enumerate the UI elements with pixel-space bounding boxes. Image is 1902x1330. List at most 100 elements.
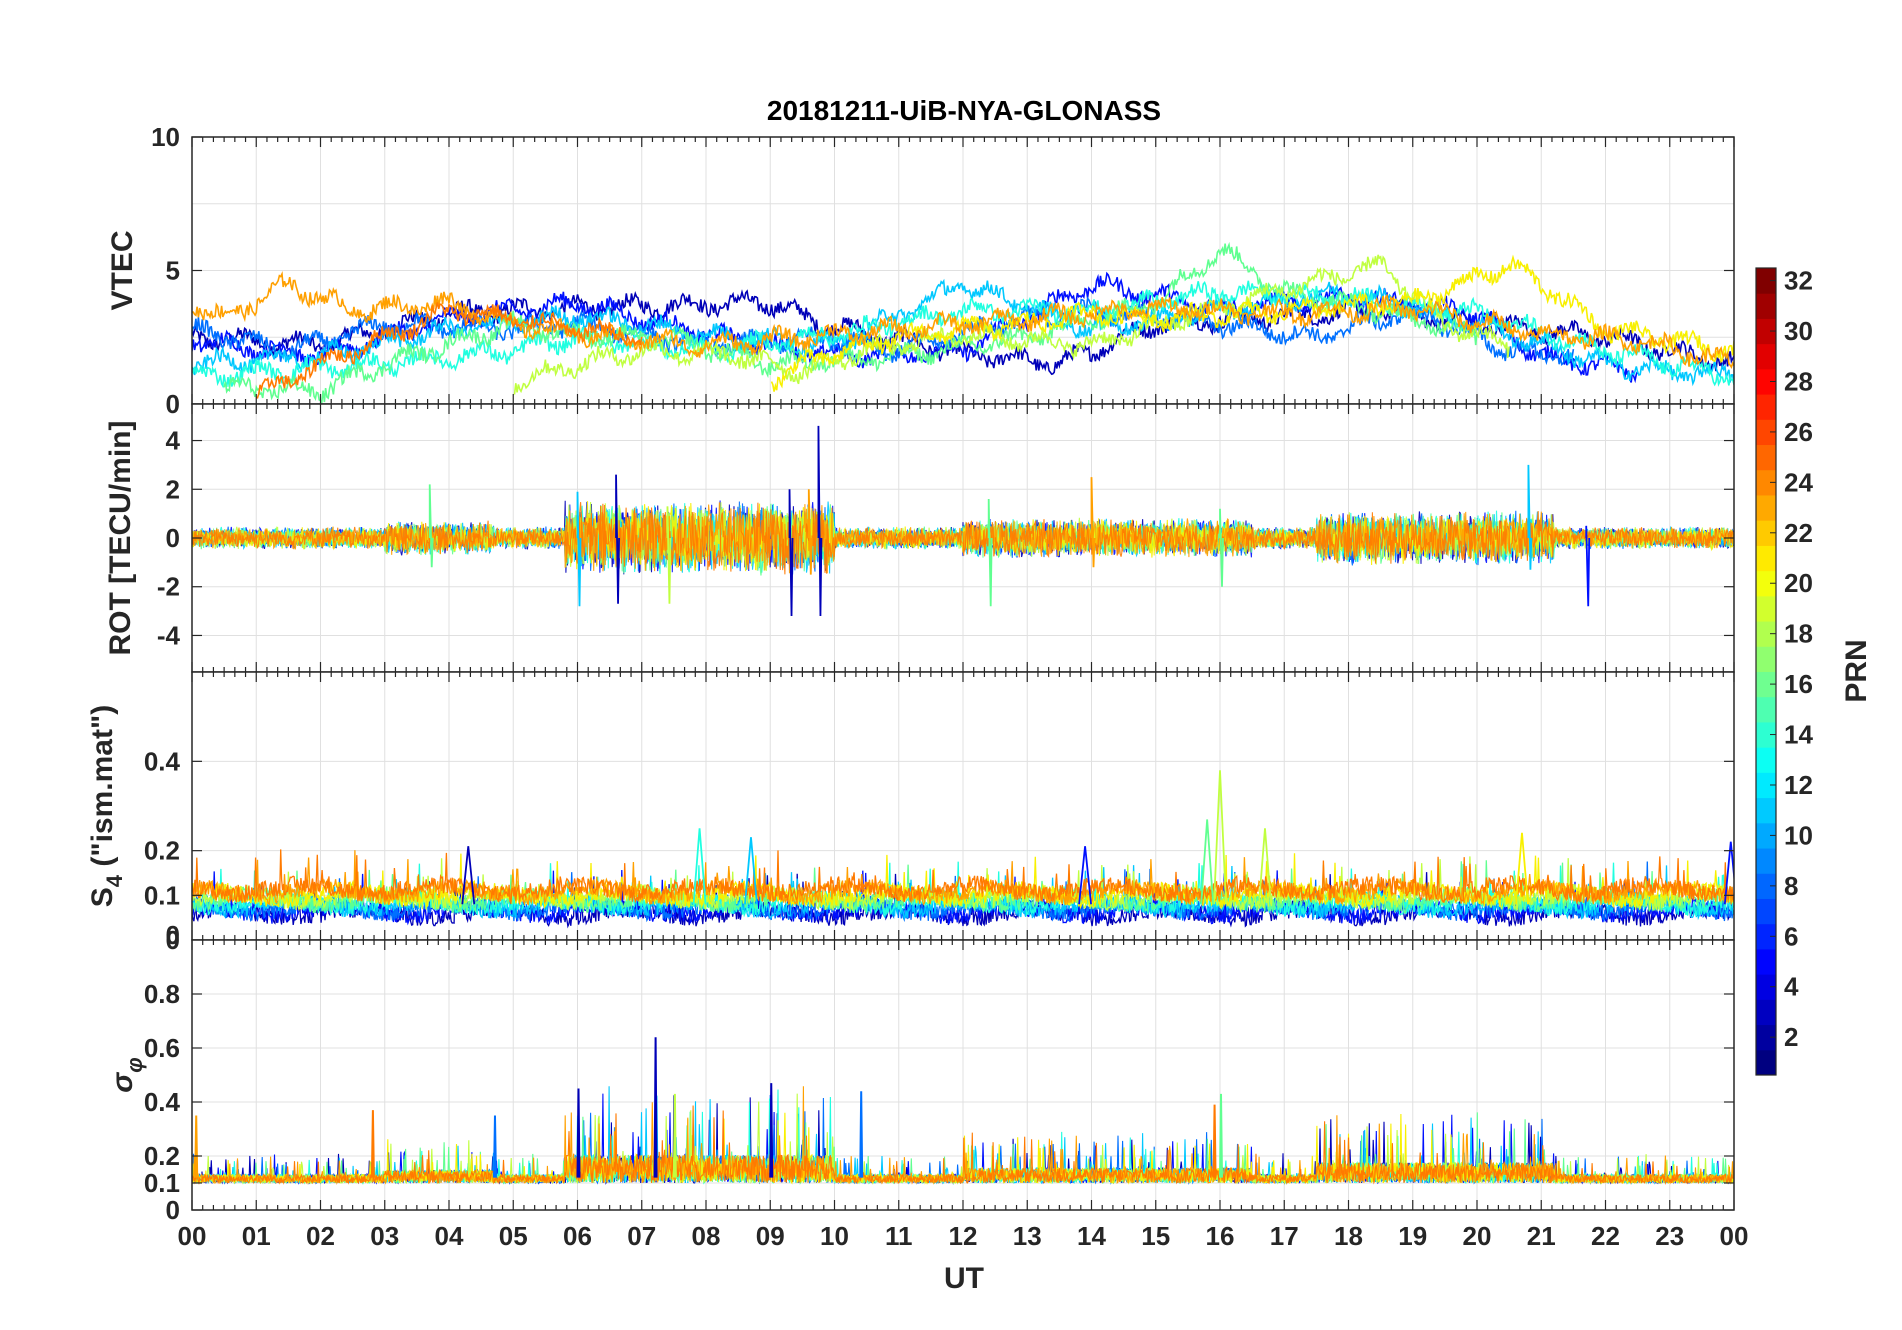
s4-series	[192, 850, 1734, 907]
colorbar-segment	[1756, 1049, 1776, 1076]
chart-title: 20181211-UiB-NYA-GLONASS	[767, 95, 1161, 126]
y-axis-label-s4: S4 ("ism.mat")	[86, 705, 127, 907]
colorbar-segment	[1756, 268, 1776, 294]
colorbar-label: PRN	[1840, 639, 1873, 702]
colorbar-segment	[1756, 923, 1776, 950]
colorbar-segment	[1756, 747, 1776, 773]
x-tick-label: 06	[563, 1221, 592, 1251]
vtec-series-prn-18	[513, 254, 1510, 395]
colorbar-tick-label: 32	[1784, 266, 1813, 296]
panel-vtec-data	[192, 241, 1734, 404]
rot-spike-1	[615, 474, 620, 604]
colorbar-segment	[1756, 999, 1776, 1026]
panel-s4-data	[192, 770, 1734, 929]
s4-spike-6	[461, 846, 476, 905]
vtec-series-prn-15	[223, 241, 1478, 404]
x-tick-label: 20	[1463, 1221, 1492, 1251]
sigma-spike-8	[492, 1115, 497, 1178]
x-tick-label: 18	[1334, 1221, 1363, 1251]
colorbar-segment	[1756, 822, 1776, 849]
x-tick-label: 13	[1013, 1221, 1042, 1251]
y-tick-label: 0	[166, 925, 180, 955]
x-tick-label: 08	[692, 1221, 721, 1251]
x-axis-label: UT	[944, 1262, 984, 1295]
colorbar-tick-label: 10	[1784, 820, 1813, 850]
panel-vtec: 0 5 10 VTEC	[106, 122, 1735, 419]
y-tick-label: 0	[166, 523, 180, 553]
panel-sigma_phi-xticks	[191, 940, 1735, 1210]
sigma-spike-2	[769, 1083, 774, 1178]
colorbar-tick-label: 26	[1784, 417, 1813, 447]
y-tick-label: 4	[166, 426, 181, 456]
colorbar-segment	[1756, 595, 1776, 622]
colorbar-segment	[1756, 444, 1776, 471]
colorbar-segment	[1756, 873, 1776, 899]
s4-spike-0	[1213, 770, 1227, 905]
s4-series	[192, 856, 1734, 913]
sigma-spike-7	[370, 1110, 375, 1178]
y-tick-label: 10	[151, 122, 180, 152]
colorbar-segment	[1756, 797, 1776, 824]
rot-spike-6	[428, 484, 434, 568]
x-tick-label: 22	[1591, 1221, 1620, 1251]
s4-spike-5	[1515, 832, 1529, 905]
colorbar-segment	[1756, 469, 1776, 496]
vtec-series-prn-20	[770, 254, 1734, 392]
rot-series	[192, 502, 1734, 574]
sigma-spike-5	[859, 1091, 864, 1178]
y-tick-label: 0.4	[144, 746, 181, 776]
colorbar-segment	[1756, 343, 1776, 370]
panel-vtec-grid	[192, 137, 1734, 404]
colorbar-segment	[1756, 621, 1776, 647]
y-axis-label-vtec: VTEC	[106, 230, 139, 310]
panel-rot-yticks: -4 -2 0 2 4	[157, 426, 1734, 650]
x-tick-label: 15	[1141, 1221, 1170, 1251]
colorbar-segment	[1756, 419, 1776, 446]
rot-spike-8	[1090, 477, 1096, 568]
colorbar-segment	[1756, 520, 1776, 546]
colorbar-segment	[1756, 948, 1776, 975]
rot-series	[192, 502, 1734, 575]
sigma-spike-3	[672, 1093, 677, 1178]
colorbar-segment	[1756, 494, 1776, 521]
y-tick-label: 5	[166, 256, 180, 286]
vtec-series-prn-13	[192, 280, 1734, 389]
panel-rot: -4 -2 0 2 4 ROT [TECU/min]	[104, 403, 1735, 673]
x-tick-label: 17	[1270, 1221, 1299, 1251]
rot-spike-7	[987, 499, 993, 607]
y-tick-label: 0.1	[144, 1168, 180, 1198]
sigma-series	[192, 1105, 1734, 1185]
x-tick-label: 23	[1655, 1221, 1684, 1251]
s4-series	[192, 849, 1734, 905]
y-tick-label: 0.8	[144, 979, 180, 1009]
sigma-spike-4	[1219, 1093, 1223, 1178]
colorbar-segment	[1756, 721, 1776, 748]
x-tick-label: 00	[178, 1221, 207, 1251]
panel-sigma_phi-yticks: 00.10.2 0.4 0.6 0.8	[144, 979, 1734, 1225]
y-tick-label: 0.2	[144, 836, 180, 866]
panel-rot-grid	[192, 404, 1734, 672]
sigma-spike-1	[576, 1088, 581, 1178]
y-tick-label-extra: 0	[166, 920, 180, 950]
colorbar-tick-label: 6	[1784, 921, 1798, 951]
colorbar-segment	[1756, 646, 1776, 672]
x-tick-label: 09	[756, 1221, 785, 1251]
s4-spike-4	[1200, 819, 1215, 905]
colorbar-tick-label: 2	[1784, 1022, 1798, 1052]
y-axis-label-rot: ROT [TECU/min]	[104, 421, 137, 656]
panel-vtec-xticks	[191, 137, 1735, 404]
colorbar-segment	[1756, 974, 1776, 1000]
rot-spike-0	[576, 491, 582, 607]
x-tick-label: 19	[1398, 1221, 1427, 1251]
colorbar-tick-label: 24	[1784, 467, 1813, 497]
panel-s4-yticks: 0 0.1 0.2 0.4 0	[144, 746, 1734, 955]
y-tick-label: 0.1	[144, 880, 180, 910]
y-tick-label: 2	[166, 474, 180, 504]
s4-spike-2	[744, 837, 758, 905]
y-axis-label-sigma_phi: σφ	[106, 1057, 147, 1092]
sigma-spike-9	[194, 1115, 199, 1178]
colorbar-segment	[1756, 545, 1776, 572]
x-tick-label: 01	[242, 1221, 271, 1251]
